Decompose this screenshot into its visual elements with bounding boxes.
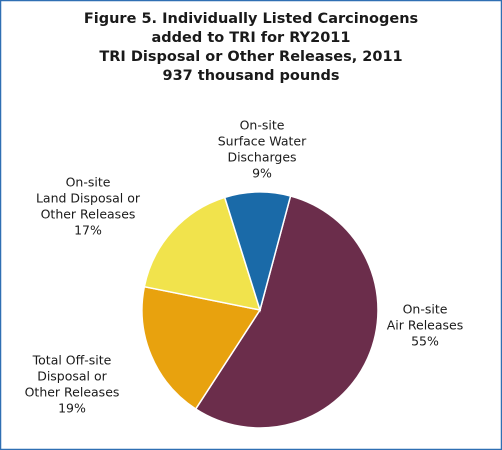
slice-label: On-site <box>240 118 285 133</box>
slice-label: Disposal or <box>37 369 107 384</box>
pie-slice <box>223 191 292 313</box>
slice-label: Surface Water <box>218 134 307 149</box>
pie-slice <box>143 196 262 311</box>
chart-title: 937 thousand pounds <box>162 68 339 84</box>
slice-label: Discharges <box>227 150 296 165</box>
slice-label: Total Off-site <box>32 353 112 368</box>
slice-label: Other Releases <box>41 207 136 222</box>
slice-label: Air Releases <box>387 318 464 333</box>
chart-title: TRI Disposal or Other Releases, 2011 <box>99 49 402 65</box>
value-label: 17% <box>74 223 102 238</box>
value-label: 19% <box>58 401 86 416</box>
chart-title: Figure 5. Individually Listed Carcinogen… <box>84 11 418 27</box>
slice-label: Land Disposal or <box>36 191 141 206</box>
slice-label: On-site <box>403 302 448 317</box>
pie-slice <box>194 195 379 429</box>
pie-slice <box>141 285 262 411</box>
slice-label: On-site <box>66 175 111 190</box>
chart-title: added to TRI for RY2011 <box>152 30 351 46</box>
value-label: 9% <box>252 166 272 181</box>
value-label: 55% <box>411 334 439 349</box>
slice-label: Other Releases <box>25 385 120 400</box>
